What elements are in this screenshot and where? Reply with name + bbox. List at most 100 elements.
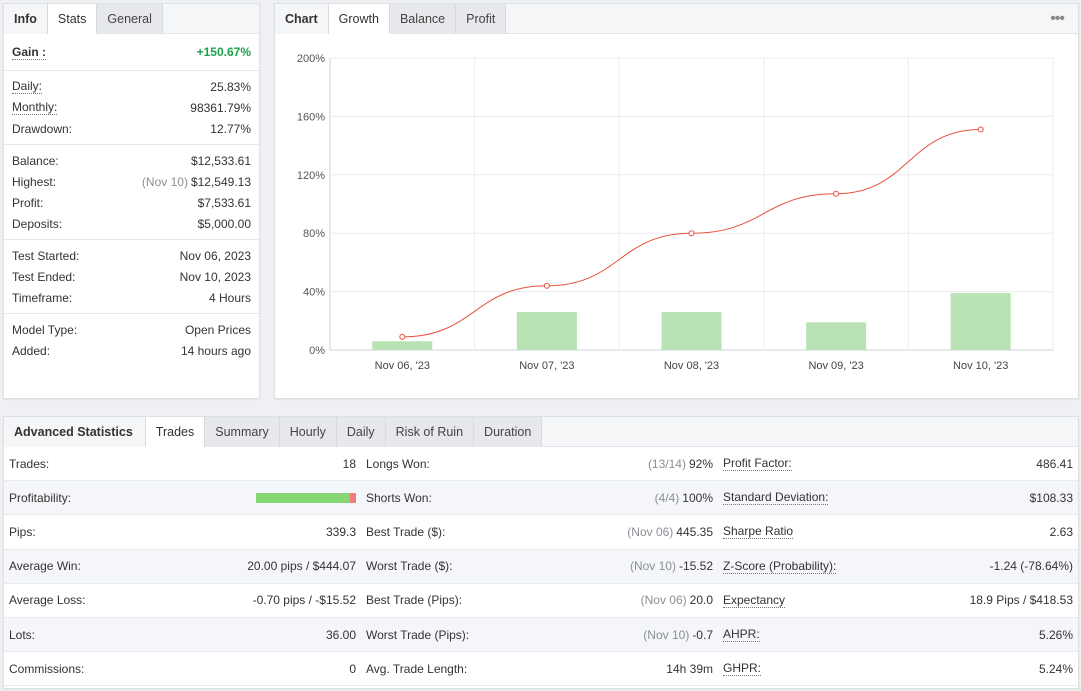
tab-hourly[interactable]: Hourly (279, 417, 337, 447)
stat-muted: (Nov 10) (629, 559, 676, 574)
highest-date: (Nov 10) (141, 174, 188, 189)
more-dots-icon[interactable]: ••• (1050, 10, 1065, 27)
chart-panel: Chart Growth Balance Profit ••• 0% 40% 80%… (274, 3, 1079, 399)
stat-value-wrap: 486.41 (1036, 457, 1073, 471)
stat-row: Longs Won: (13/14) 92% (361, 447, 718, 482)
stat-value: 5.24% (1038, 661, 1073, 676)
stat-value: 2.63 (1049, 524, 1073, 539)
daily-label[interactable]: Daily: (12, 79, 43, 94)
stat-value: 5.26% (1038, 627, 1073, 642)
model-type-value: Open Prices (184, 322, 251, 337)
growth-section: Daily: 25.83% Monthly: 98361.79% Drawdow… (4, 70, 259, 144)
stat-label[interactable]: AHPR: (723, 627, 760, 643)
stat-value-wrap (256, 492, 356, 503)
tab-general[interactable]: General (97, 4, 163, 34)
highest-row: Highest: (Nov 10) $12,549.13 (4, 171, 259, 192)
stat-value: 18.9 Pips / $418.53 (969, 593, 1073, 608)
stat-row: Best Trade (Pips): (Nov 06) 20.0 (361, 584, 718, 618)
model-section: Model Type: Open Prices Added: 14 hours … (4, 313, 259, 361)
added-row: Added: 14 hours ago (4, 340, 259, 361)
tab-summary[interactable]: Summary (205, 417, 280, 447)
stat-value-wrap: (13/14) 92% (648, 457, 713, 471)
stat-value-wrap: 2.63 (1050, 525, 1073, 539)
tab-chart[interactable]: Chart (275, 4, 329, 34)
stat-label: Shorts Won: (366, 490, 432, 505)
growth-point (688, 230, 695, 237)
stat-label[interactable]: Sharpe Ratio (723, 524, 794, 540)
stat-value-wrap: 36.00 (326, 628, 356, 642)
stat-muted: (4/4) (654, 490, 680, 505)
tab-risk-of-ruin[interactable]: Risk of Ruin (385, 417, 475, 447)
gain-label[interactable]: Gain : (12, 44, 47, 60)
tab-balance[interactable]: Balance (389, 4, 457, 34)
daily-row: Daily: 25.83% (4, 76, 259, 97)
stat-row: Worst Trade (Pips): (Nov 10) -0.7 (361, 617, 718, 653)
daily-value: 25.83% (210, 79, 251, 94)
y-tick-label: 0% (309, 345, 325, 357)
stat-value: 20.00 pips / $444.07 (247, 559, 356, 574)
tab-trades[interactable]: Trades (145, 417, 206, 447)
gain-value: +150.67% (196, 45, 251, 59)
stat-label[interactable]: Standard Deviation: (723, 490, 829, 506)
stat-label[interactable]: GHPR: (723, 661, 762, 677)
tab-growth[interactable]: Growth (328, 4, 390, 34)
stat-value-wrap: (Nov 06) 20.0 (641, 593, 713, 607)
stat-row: Best Trade ($): (Nov 06) 445.35 (361, 515, 718, 550)
stat-muted: (Nov 06) (627, 524, 674, 539)
stat-value: 36.00 (325, 627, 356, 642)
deposits-label: Deposits: (12, 216, 63, 231)
growth-point (977, 126, 984, 133)
stat-row: Expectancy 18.9 Pips / $418.53 (718, 584, 1078, 618)
tab-info[interactable]: Info (4, 4, 48, 34)
drawdown-label: Drawdown: (12, 121, 73, 136)
test-ended-row: Test Ended: Nov 10, 2023 (4, 266, 259, 287)
stat-value-wrap: 5.26% (1039, 628, 1073, 642)
stat-value-wrap: -1.24 (-78.64%) (990, 559, 1073, 573)
tab-daily[interactable]: Daily (336, 417, 386, 447)
timeframe-row: Timeframe: 4 Hours (4, 287, 259, 308)
stat-row: Lots: 36.00 (4, 617, 361, 653)
stat-row: Z-Score (Probability): -1.24 (-78.64%) (718, 549, 1078, 584)
stat-value: 20.0 (689, 593, 713, 608)
stat-value: 18 (342, 456, 356, 471)
balance-section: Balance: $12,533.61 Highest: (Nov 10) $12… (4, 144, 259, 239)
stat-row: Trades: 18 (4, 447, 361, 482)
stat-value: 339.3 (325, 524, 356, 539)
drawdown-row: Drawdown: 12.77% (4, 118, 259, 139)
stat-value: 486.41 (1036, 456, 1073, 471)
tab-advanced-statistics[interactable]: Advanced Statistics (4, 417, 146, 447)
stat-label: Commissions: (9, 661, 85, 676)
tab-duration[interactable]: Duration (474, 417, 543, 447)
y-tick-label: 120% (297, 170, 325, 182)
stat-label[interactable]: Profit Factor: (723, 456, 792, 472)
stat-value: -1.24 (-78.64%) (989, 559, 1073, 574)
added-value: 14 hours ago (180, 343, 251, 358)
monthly-label[interactable]: Monthly: (12, 100, 58, 115)
test-section: Test Started: Nov 06, 2023 Test Ended: N… (4, 239, 259, 313)
stat-label: Best Trade ($): (366, 524, 446, 539)
info-panel: Info Stats General Gain : +150.67% Daily… (3, 3, 260, 399)
stat-muted: (Nov 06) (640, 593, 687, 608)
tab-profit[interactable]: Profit (456, 4, 507, 34)
stat-label: Longs Won: (366, 456, 430, 471)
stat-row: Avg. Trade Length: 14h 39m (361, 652, 718, 687)
stat-row: Shorts Won: (4/4) 100% (361, 481, 718, 516)
y-tick-label: 160% (297, 111, 325, 123)
stat-label: Lots: (9, 627, 36, 642)
model-type-row: Model Type: Open Prices (4, 319, 259, 340)
stat-label: Avg. Trade Length: (366, 661, 468, 676)
test-ended-value: Nov 10, 2023 (179, 269, 251, 284)
stat-value-wrap: (4/4) 100% (655, 491, 713, 505)
stat-value: 100% (682, 490, 713, 505)
trades-column: Trades: 18 Profitability: Pips: 339.3 Average… (4, 447, 361, 687)
growth-bar (661, 312, 722, 350)
tab-stats[interactable]: Stats (47, 4, 98, 34)
x-tick-label: Nov 10, '23 (953, 360, 1008, 372)
stat-label: Worst Trade (Pips): (366, 627, 470, 642)
growth-chart: 0% 40% 80% 120% 160% 200% Nov 06, '23 Nov 07, '… (297, 53, 1054, 372)
deposits-row: Deposits: $5,000.00 (4, 213, 259, 234)
stat-label[interactable]: Z-Score (Probability): (723, 558, 837, 574)
stat-label: Worst Trade ($): (366, 559, 453, 574)
stat-value: 92% (688, 456, 713, 471)
stat-label[interactable]: Expectancy (723, 592, 786, 608)
